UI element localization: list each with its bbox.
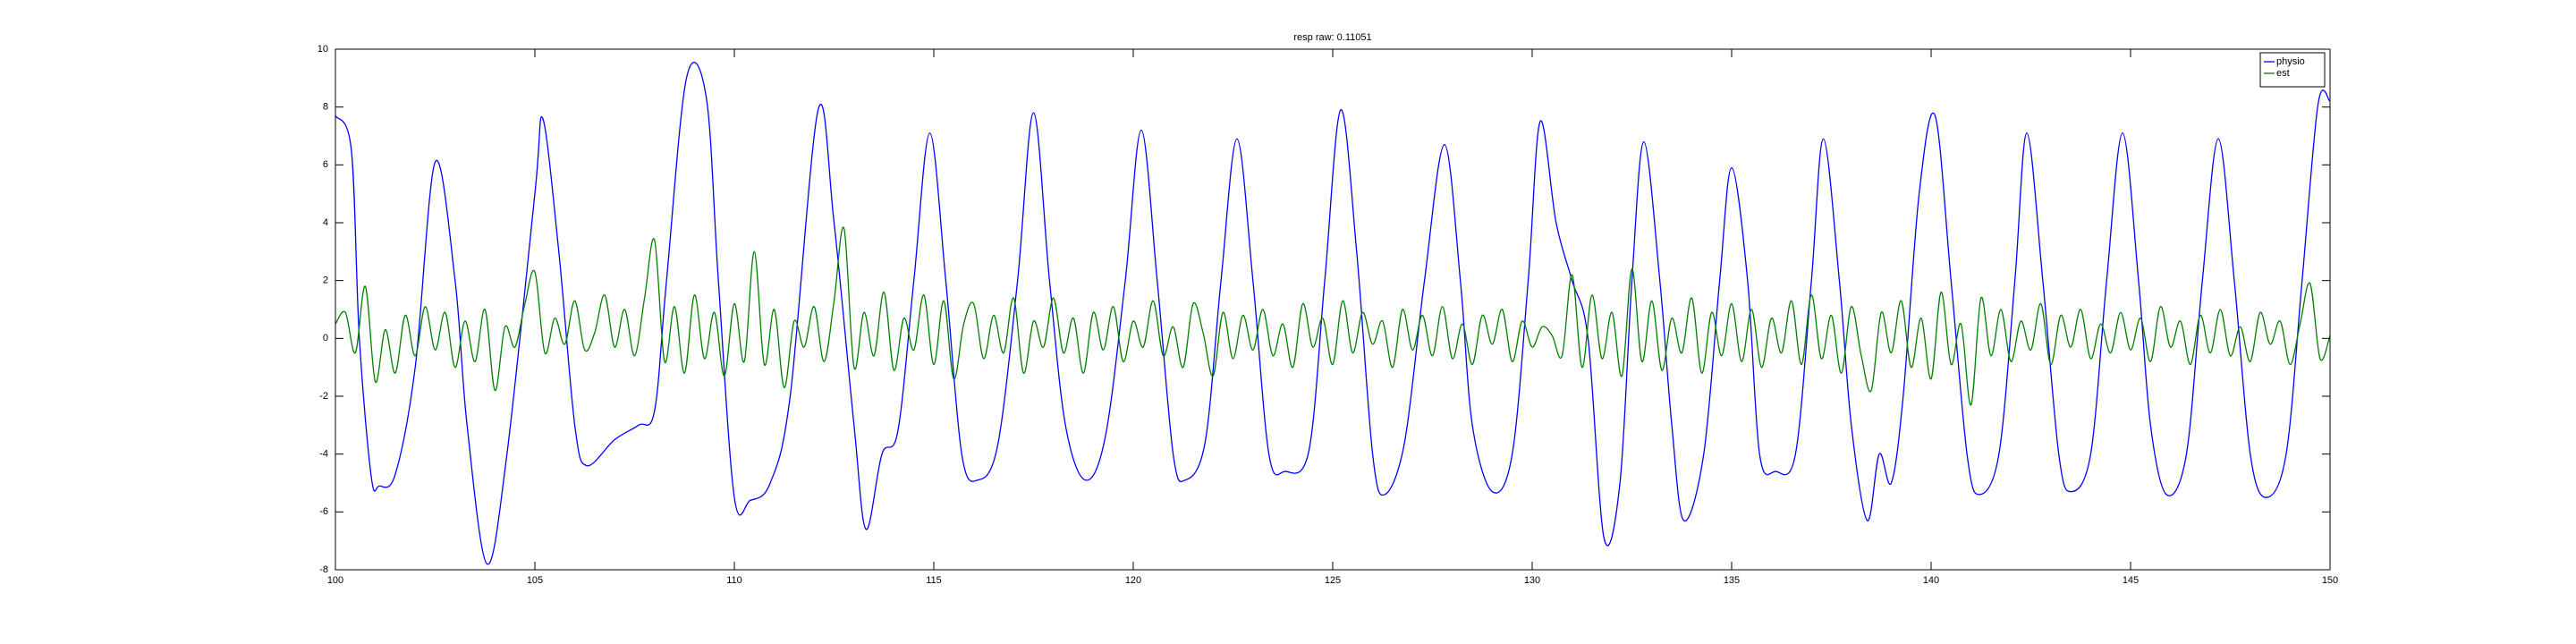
y-tick-label: -4: [319, 449, 328, 460]
axes-background: [335, 49, 2330, 570]
x-tick-label: 105: [527, 575, 543, 586]
y-tick-label: 4: [323, 217, 328, 228]
x-tick-label: 120: [1125, 575, 1141, 586]
legend-label: est: [2276, 68, 2290, 79]
x-tick-label: 135: [1724, 575, 1740, 586]
x-tick-label: 130: [1524, 575, 1540, 586]
chart-title: resp raw: 0.11051: [1293, 32, 1371, 43]
legend-box: [2259, 52, 2326, 88]
x-tick-label: 125: [1325, 575, 1341, 586]
y-tick-label: 8: [323, 102, 328, 113]
y-tick-label: 0: [323, 333, 328, 343]
series-line: [335, 62, 2330, 565]
x-tick-label: 110: [726, 575, 742, 586]
x-tick-label: 100: [327, 575, 343, 586]
axes-box: [335, 48, 2331, 571]
series-line: [335, 226, 2330, 406]
y-tick-label: 6: [323, 159, 328, 170]
x-tick-label: 145: [2123, 575, 2139, 586]
y-tick-label: -8: [319, 564, 328, 575]
x-tick-label: 140: [1923, 575, 1939, 586]
y-tick-label: 2: [323, 275, 328, 286]
legend-label: physio: [2276, 56, 2305, 67]
y-tick-label: -2: [319, 391, 328, 402]
y-tick-label: 10: [318, 44, 328, 55]
x-tick-label: 150: [2322, 575, 2338, 586]
x-tick-label: 115: [926, 575, 942, 586]
y-tick-label: -6: [319, 506, 328, 517]
